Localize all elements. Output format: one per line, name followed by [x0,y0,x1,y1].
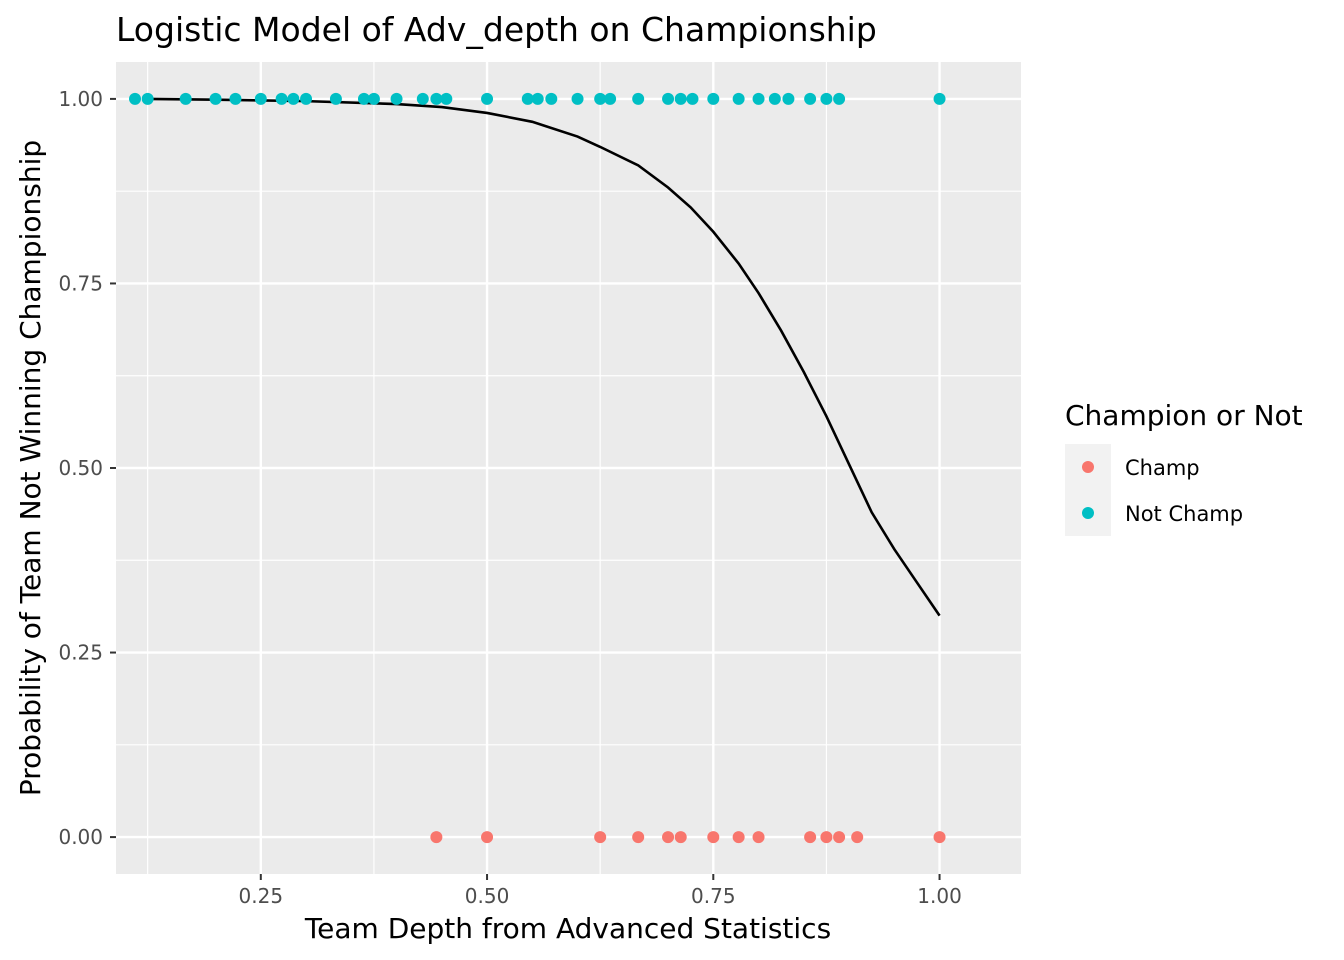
point-champ [430,831,443,844]
point-champ [481,831,494,844]
point-not-champ [300,92,313,105]
legend-title: Champion or Not [1065,399,1303,432]
point-champ [632,831,645,844]
x-tick-label: 1.00 [917,884,962,908]
point-not-champ [674,92,687,105]
point-not-champ [209,92,222,105]
point-champ [820,831,833,844]
point-not-champ [732,92,745,105]
point-champ [707,831,720,844]
legend-label-champ: Champ [1125,456,1200,480]
point-not-champ [430,92,443,105]
x-tick-label: 0.25 [239,884,284,908]
point-champ [752,831,765,844]
y-tick-label: 0.25 [58,641,103,665]
point-not-champ [367,92,380,105]
chart-title: Logistic Model of Adv_depth on Champions… [116,10,877,49]
point-not-champ [933,92,946,105]
y-tick-label: 0.75 [58,271,103,295]
y-axis-title: Probability of Team Not Winning Champion… [14,140,47,796]
major-gridlines [116,62,1021,874]
point-champ [933,831,946,844]
point-not-champ [594,92,607,105]
point-champ [804,831,817,844]
fitted-curve-layer [147,97,941,617]
y-tick-label: 0.00 [58,825,103,849]
y-axis: 0.00 0.25 0.50 0.75 1.00 [58,87,116,849]
point-not-champ [804,92,817,105]
point-champ [833,831,846,844]
point-not-champ [440,92,453,105]
x-axis-title: Team Depth from Advanced Statistics [304,912,831,945]
point-not-champ [254,92,267,105]
point-champ [851,831,864,844]
point-champ [594,831,607,844]
point-not-champ [531,92,544,105]
point-not-champ [481,92,494,105]
point-not-champ [521,92,534,105]
legend-key-champ [1082,461,1094,473]
point-not-champ [545,92,558,105]
point-not-champ [604,92,617,105]
point-not-champ [686,92,699,105]
y-tick-label: 0.50 [58,456,103,480]
point-not-champ [416,92,429,105]
point-not-champ [129,92,142,105]
point-not-champ [329,92,342,105]
point-not-champ [275,92,288,105]
point-not-champ [287,92,300,105]
fitted-curve [147,97,941,617]
point-not-champ [632,92,645,105]
point-not-champ [229,92,242,105]
point-not-champ [820,92,833,105]
point-not-champ [782,92,795,105]
point-champ [674,831,687,844]
y-tick-label: 1.00 [58,87,103,111]
point-not-champ [390,92,403,105]
point-champ [662,831,675,844]
point-not-champ [662,92,675,105]
legend-key-not-champ [1082,507,1094,519]
x-axis: 0.25 0.50 0.75 1.00 [239,874,962,908]
legend: Champion or Not Champ Not Champ [1065,399,1303,536]
point-not-champ [357,92,370,105]
data-points-layer [129,92,946,844]
point-not-champ [833,92,846,105]
legend-label-not-champ: Not Champ [1125,502,1243,526]
point-not-champ [768,92,781,105]
point-champ [732,831,745,844]
point-not-champ [179,92,192,105]
point-not-champ [707,92,720,105]
x-tick-label: 0.75 [691,884,736,908]
legend-key-background [1065,444,1111,536]
x-tick-label: 0.50 [465,884,510,908]
point-not-champ [141,92,154,105]
point-not-champ [752,92,765,105]
point-not-champ [571,92,584,105]
